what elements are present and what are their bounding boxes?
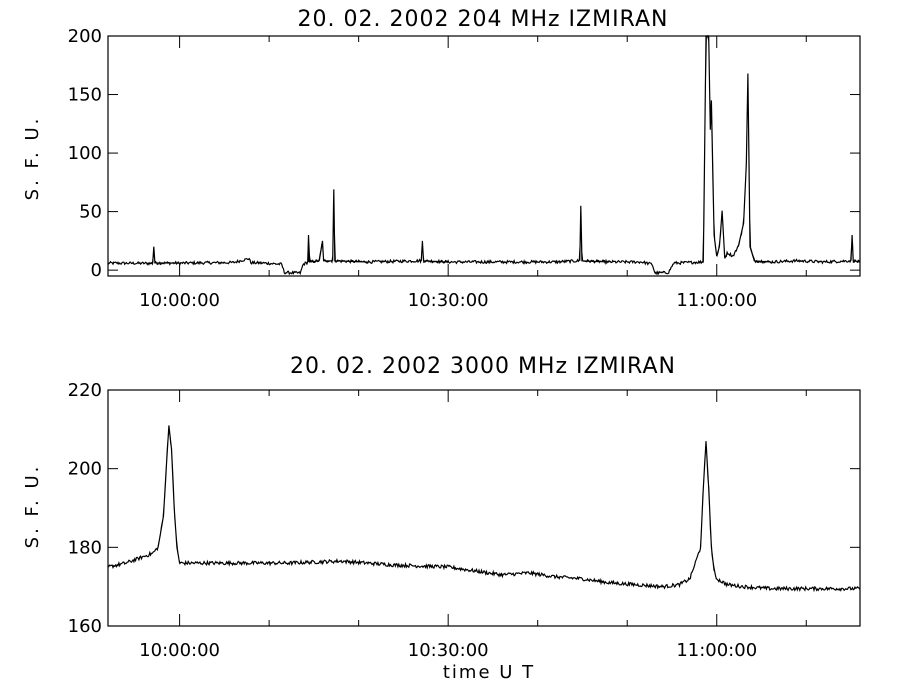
y-axis-label: S. F. U. [22, 464, 43, 549]
x-tick-label: 11:00:00 [676, 640, 757, 661]
x-axis-label: time U T [443, 662, 535, 683]
y-tick-label: 100 [68, 143, 102, 164]
x-tick-label: 10:00:00 [139, 640, 220, 661]
series-line [107, 34, 861, 276]
y-ticks: 160 180 200 220 [68, 380, 860, 637]
series-line [107, 425, 861, 593]
chart-title: 20. 02. 2002 3000 MHz IZMIRAN [290, 354, 676, 379]
plot-frame [107, 389, 861, 627]
x-ticks: 10:00:00 10:30:00 11:00:00 [139, 390, 807, 661]
y-axis-label: S. F. U. [22, 116, 43, 201]
x-tick-label: 11:00:00 [676, 290, 757, 311]
x-tick-label: 10:30:00 [408, 640, 489, 661]
x-tick-label: 10:30:00 [408, 290, 489, 311]
chart-204mhz: 20. 02. 2002 204 MHz IZMIRAN S. F. U. 0 5… [22, 7, 861, 311]
y-tick-label: 0 [91, 260, 102, 281]
y-tick-label: 200 [68, 26, 102, 47]
y-tick-label: 160 [68, 616, 102, 637]
y-tick-label: 180 [68, 537, 102, 558]
y-ticks: 0 50 100 150 200 [68, 26, 860, 281]
chart-title: 20. 02. 2002 204 MHz IZMIRAN [298, 7, 669, 32]
x-ticks: 10:00:00 10:30:00 11:00:00 [139, 36, 807, 311]
y-tick-label: 150 [68, 85, 102, 106]
plot-frame [107, 35, 861, 277]
y-tick-label: 220 [68, 380, 102, 401]
y-tick-label: 200 [68, 459, 102, 480]
x-tick-label: 10:00:00 [139, 290, 220, 311]
y-tick-label: 50 [79, 202, 102, 223]
chart-3000mhz: 20. 02. 2002 3000 MHz IZMIRAN S. F. U. 1… [22, 354, 861, 683]
